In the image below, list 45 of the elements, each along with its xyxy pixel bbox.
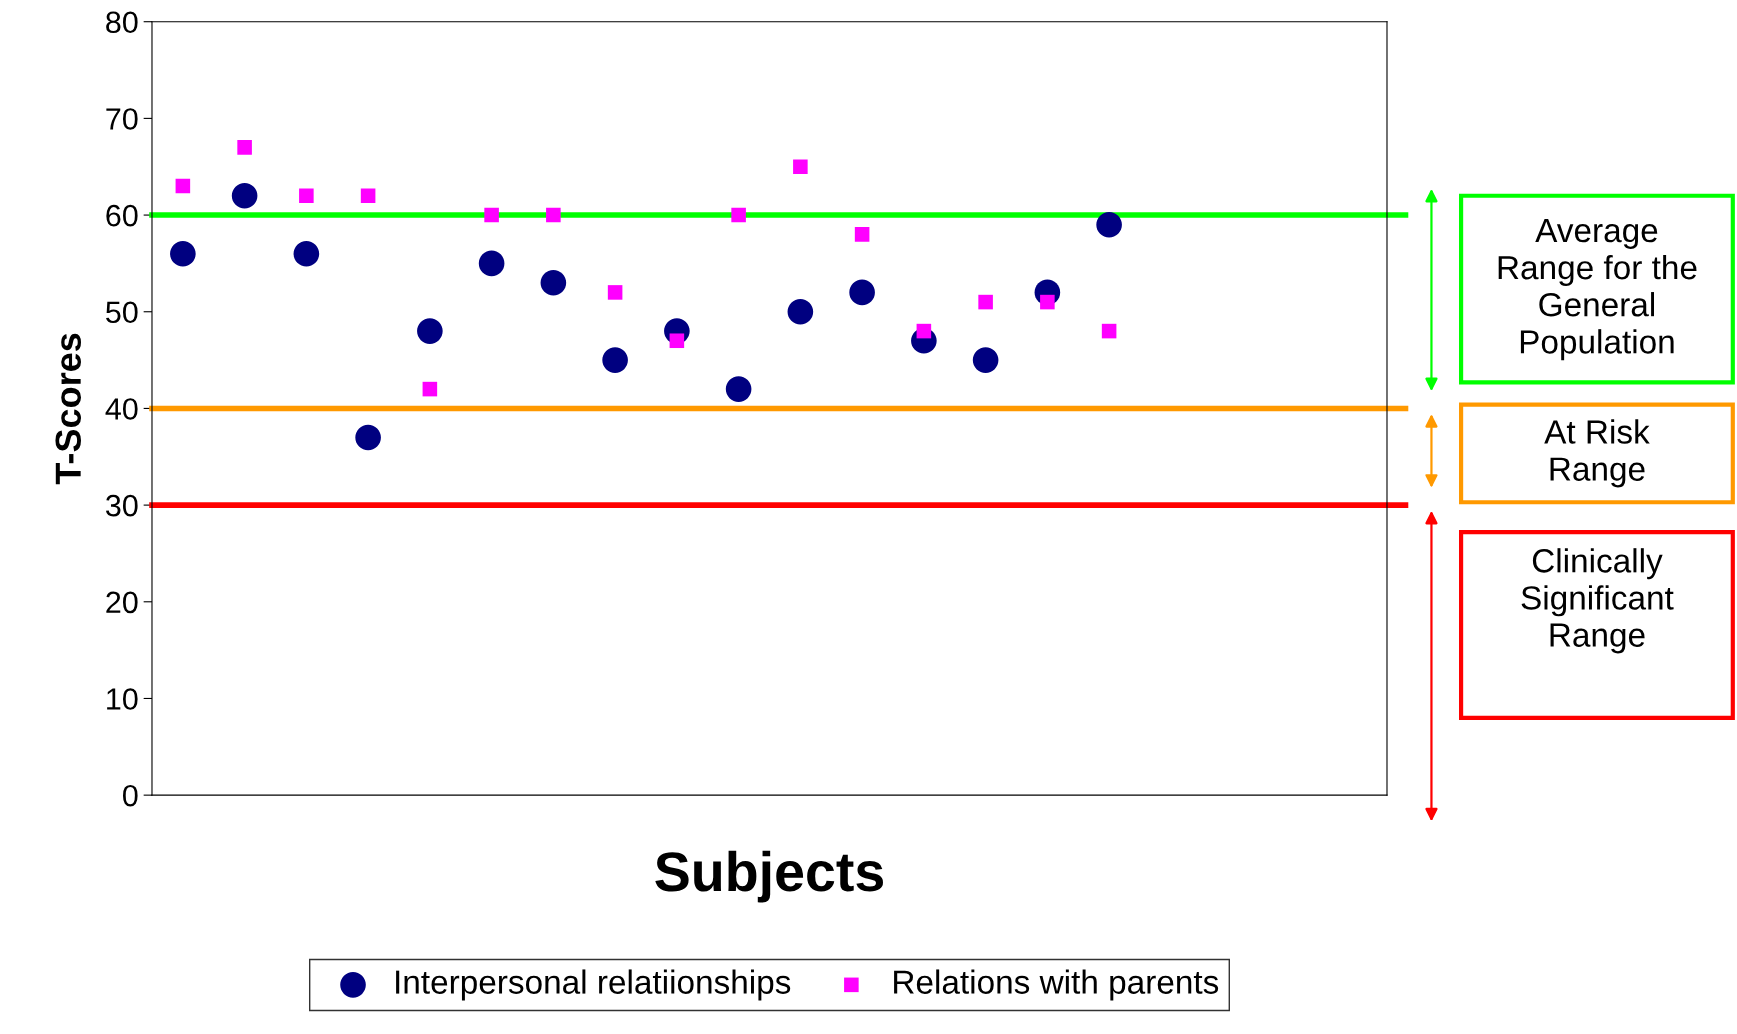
point [293, 240, 320, 267]
point [978, 294, 993, 310]
point [607, 285, 623, 300]
y-tick-label: 30 [105, 494, 138, 517]
y-tick-label: 80 [106, 11, 138, 34]
y-tick-label: 70 [106, 108, 138, 130]
point [478, 250, 505, 277]
point [1040, 294, 1055, 310]
point [237, 140, 252, 155]
text: Average Range for the General Population [1498, 219, 1697, 361]
text: Clinically Significant Range [1521, 548, 1674, 654]
point [787, 298, 814, 325]
point [849, 279, 875, 306]
legend-label: Interpersonal relatiionships [396, 969, 791, 1001]
point [602, 347, 628, 373]
point [360, 188, 376, 204]
y-tick-label: 60 [106, 204, 138, 227]
point [793, 159, 808, 175]
y-tick-label: 20 [106, 591, 138, 614]
x-axis-title: Subjects [655, 850, 883, 903]
point [731, 207, 746, 223]
point [170, 240, 196, 267]
point [972, 347, 999, 373]
legend-label: Relations with parents [894, 969, 1219, 1001]
point [546, 207, 561, 223]
point [725, 376, 752, 402]
point [1096, 211, 1122, 238]
point [417, 318, 443, 344]
point [484, 207, 499, 223]
y-axis-title: T-Scores [55, 333, 82, 485]
text: At Risk Range [1544, 419, 1650, 488]
point [669, 333, 685, 349]
point [175, 178, 191, 194]
point [854, 227, 870, 242]
point [916, 323, 932, 339]
y-tick-label: 50 [106, 301, 138, 324]
point [355, 424, 381, 451]
y-tick-label: 40 [105, 398, 138, 420]
point [231, 182, 258, 209]
point [540, 269, 567, 296]
y-tick-label: 0 [122, 784, 138, 807]
y-tick-label: 10 [107, 688, 138, 710]
point [422, 381, 438, 397]
point [1101, 323, 1117, 339]
point [299, 188, 314, 204]
